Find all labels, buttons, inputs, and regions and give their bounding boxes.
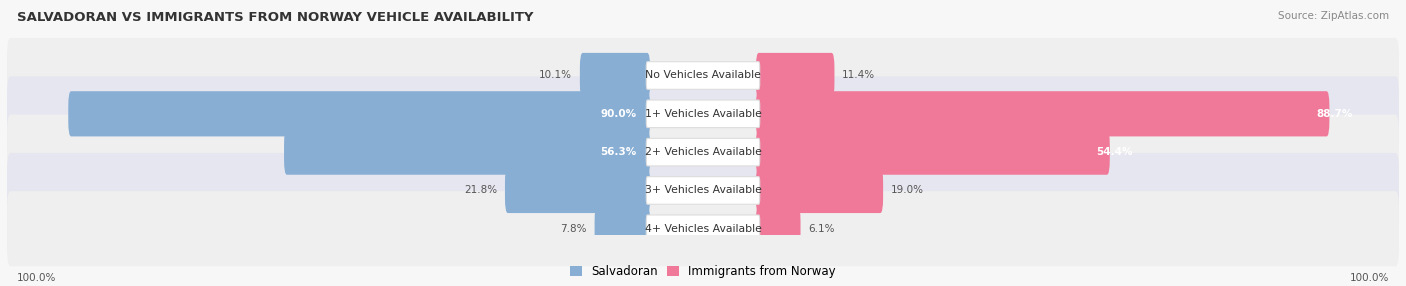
Text: 3+ Vehicles Available: 3+ Vehicles Available — [644, 185, 762, 195]
Text: 88.7%: 88.7% — [1316, 109, 1353, 119]
FancyBboxPatch shape — [7, 38, 1399, 113]
Text: No Vehicles Available: No Vehicles Available — [645, 70, 761, 80]
FancyBboxPatch shape — [647, 177, 759, 204]
FancyBboxPatch shape — [7, 153, 1399, 228]
FancyBboxPatch shape — [647, 138, 759, 166]
FancyBboxPatch shape — [756, 53, 834, 98]
FancyBboxPatch shape — [284, 130, 650, 175]
Text: 56.3%: 56.3% — [600, 147, 637, 157]
FancyBboxPatch shape — [647, 215, 759, 243]
FancyBboxPatch shape — [7, 191, 1399, 266]
FancyBboxPatch shape — [579, 53, 650, 98]
FancyBboxPatch shape — [647, 62, 759, 89]
Text: 100.0%: 100.0% — [17, 273, 56, 283]
Text: Source: ZipAtlas.com: Source: ZipAtlas.com — [1278, 11, 1389, 21]
FancyBboxPatch shape — [505, 168, 650, 213]
Text: 10.1%: 10.1% — [540, 70, 572, 80]
FancyBboxPatch shape — [756, 130, 1109, 175]
Text: 7.8%: 7.8% — [561, 224, 586, 234]
Text: 11.4%: 11.4% — [842, 70, 876, 80]
FancyBboxPatch shape — [69, 91, 650, 136]
Text: 1+ Vehicles Available: 1+ Vehicles Available — [644, 109, 762, 119]
FancyBboxPatch shape — [647, 100, 759, 128]
Text: SALVADORAN VS IMMIGRANTS FROM NORWAY VEHICLE AVAILABILITY: SALVADORAN VS IMMIGRANTS FROM NORWAY VEH… — [17, 11, 533, 24]
FancyBboxPatch shape — [7, 76, 1399, 151]
Text: 19.0%: 19.0% — [891, 185, 924, 195]
FancyBboxPatch shape — [756, 91, 1330, 136]
Text: 100.0%: 100.0% — [1350, 273, 1389, 283]
Text: 2+ Vehicles Available: 2+ Vehicles Available — [644, 147, 762, 157]
FancyBboxPatch shape — [756, 168, 883, 213]
Legend: Salvadoran, Immigrants from Norway: Salvadoran, Immigrants from Norway — [569, 265, 837, 278]
Text: 21.8%: 21.8% — [464, 185, 498, 195]
Text: 4+ Vehicles Available: 4+ Vehicles Available — [644, 224, 762, 234]
Text: 90.0%: 90.0% — [600, 109, 637, 119]
FancyBboxPatch shape — [595, 206, 650, 251]
Text: 6.1%: 6.1% — [808, 224, 835, 234]
Text: 54.4%: 54.4% — [1097, 147, 1133, 157]
FancyBboxPatch shape — [756, 206, 800, 251]
FancyBboxPatch shape — [7, 115, 1399, 190]
